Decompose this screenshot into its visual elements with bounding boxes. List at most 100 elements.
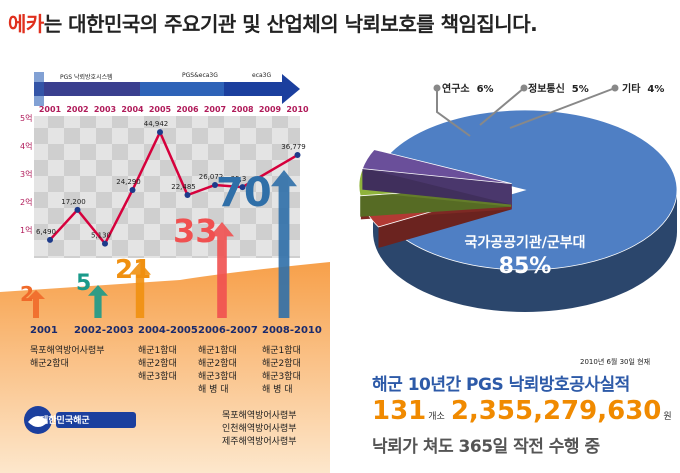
- org-item: 해군2함대: [138, 359, 177, 369]
- amount-unit: 원: [663, 412, 672, 422]
- data-label: 22,485: [171, 183, 196, 191]
- org-item: 목포해역방어사령부: [222, 411, 297, 421]
- y-tick-label: 1억: [20, 225, 32, 235]
- y-tick-label: 3억: [20, 169, 32, 179]
- legend-item-research: 연구소 6%: [442, 80, 494, 95]
- pie-side: [373, 190, 677, 312]
- org-item: 해군2함대: [262, 359, 301, 369]
- timeline-stage-3: eca3G: [252, 72, 272, 79]
- org-item: 해군1함대: [262, 346, 301, 356]
- org-item: 해군2함대: [198, 359, 237, 369]
- data-label: 24,290: [116, 178, 141, 186]
- data-label: 44,942: [144, 120, 169, 128]
- data-point: [212, 181, 218, 188]
- pie-slice-label: 국가공공기관/군부대: [464, 235, 586, 251]
- y-tick-label: 5억: [20, 113, 32, 123]
- arrow-number: 33: [173, 212, 218, 250]
- org-item: 목포해역방어사령부: [30, 346, 105, 356]
- legend-label: 정보통신: [528, 84, 565, 95]
- date-note: 2010년 6월 30일 현재: [580, 358, 651, 366]
- period-label: 2008-2010: [262, 325, 322, 336]
- org-item: 해군2함대: [30, 359, 69, 369]
- legend-label: 연구소: [442, 84, 470, 95]
- data-point: [102, 240, 108, 247]
- data-label: 17,200: [61, 198, 86, 206]
- org-item: 해군3함대: [138, 372, 177, 382]
- data-label: 25,3: [231, 175, 247, 183]
- data-point: [157, 129, 163, 136]
- org-item: 해 병 대: [198, 385, 229, 395]
- chart-background: [34, 116, 300, 258]
- line-series: 6,490 17,200 5,130 24,290 44,942 22,48526,072…: [36, 120, 306, 247]
- growth-arrow: [27, 290, 45, 318]
- timeline-arrowhead: [282, 74, 300, 104]
- org-list: 목포해역방어사령부 해군2함대: [30, 345, 105, 371]
- pie-slice: [361, 149, 512, 205]
- arrow-number: 70: [216, 170, 272, 216]
- period-label: 2004-2005: [138, 325, 198, 336]
- x-tick-label: 2001: [39, 105, 62, 114]
- arrow-number: 2: [20, 282, 34, 306]
- org-item: 인천해역방어사령부: [222, 424, 297, 434]
- y-axis-labels: 1억 2억 3억 4억 5억: [20, 113, 32, 235]
- data-point: [239, 184, 246, 191]
- org-item: 해군3함대: [262, 372, 301, 382]
- data-point: [294, 152, 301, 159]
- data-label: 5,130: [91, 232, 111, 240]
- growth-arrow: [129, 262, 151, 318]
- amount: 2,355,279,630: [450, 396, 662, 426]
- performance-footer: 낙뢰가 쳐도 365일 작전 수행 중: [372, 437, 600, 457]
- leader-line: [479, 87, 525, 126]
- page-title: 에카는 대한민국의 주요기관 및 산업체의 낙뢰보호를 책임집니다.: [8, 8, 538, 37]
- data-label: 36,779: [281, 143, 306, 151]
- growth-arrow: [88, 285, 108, 318]
- data-label: 6,490: [36, 228, 56, 236]
- performance-figures: 131 개소 2,355,279,630 원: [372, 396, 678, 426]
- y-tick-label: 2억: [20, 197, 32, 207]
- legend-item-telecom: 정보통신 5%: [528, 80, 589, 95]
- x-tick-label: 2004: [121, 105, 144, 114]
- org-list: 목포해역방어사령부 인천해역방어사령부 제주해역방어사령부: [222, 410, 297, 449]
- period-label: 2002-2003: [74, 325, 134, 336]
- arrow-number: 21: [115, 255, 152, 285]
- x-tick-label: 2003: [94, 105, 116, 114]
- logo-text: 대한민국해군: [40, 416, 90, 426]
- leader-line: [509, 87, 616, 129]
- y-tick-label: 4억: [20, 141, 32, 151]
- growth-arrows: [27, 170, 297, 318]
- legend-percent: 5%: [571, 84, 589, 95]
- data-point: [74, 206, 81, 213]
- data-point: [184, 192, 191, 199]
- x-tick-label: 2002: [66, 105, 88, 114]
- data-label: 26,072: [199, 173, 224, 181]
- x-tick-label: 2010: [286, 105, 309, 114]
- period-label: 2006-2007: [198, 325, 258, 336]
- pie-slice: [386, 109, 678, 271]
- site-count: 131: [372, 396, 427, 426]
- org-item: 해군1함대: [198, 346, 237, 356]
- org-item: 해 병 대: [262, 385, 293, 395]
- org-list: 해군1함대 해군2함대 해군3함대: [138, 345, 177, 384]
- timeline-stage-1: PGS 낙뢰방호시스템: [60, 74, 113, 81]
- legend-label: 기타: [622, 84, 641, 95]
- period-label: 2001: [30, 325, 58, 336]
- growth-arrow: [210, 222, 234, 318]
- legend-percent: 4%: [647, 84, 665, 95]
- headline-text: 는 대한민국의 주요기관 및 산업체의 낙뢰보호를 책임집니다.: [43, 12, 538, 36]
- x-tick-label: 2007: [204, 105, 226, 114]
- x-tick-label: 2006: [176, 105, 199, 114]
- org-item: 해군3함대: [198, 372, 237, 382]
- legend-percent: 6%: [476, 84, 494, 95]
- growth-arrow: [271, 170, 297, 318]
- legend-item-other: 기타 4%: [622, 80, 664, 95]
- timeline-stage-2: PGS&eca3G: [182, 72, 218, 79]
- pie-slice-percent: 85%: [498, 254, 552, 279]
- org-item: 제주해역방어사령부: [222, 437, 297, 447]
- x-tick-label: 2009: [259, 105, 282, 114]
- x-tick-label: 2008: [231, 105, 254, 114]
- leader-line: [436, 88, 471, 137]
- data-point: [47, 236, 53, 243]
- navy-logo: [24, 406, 136, 434]
